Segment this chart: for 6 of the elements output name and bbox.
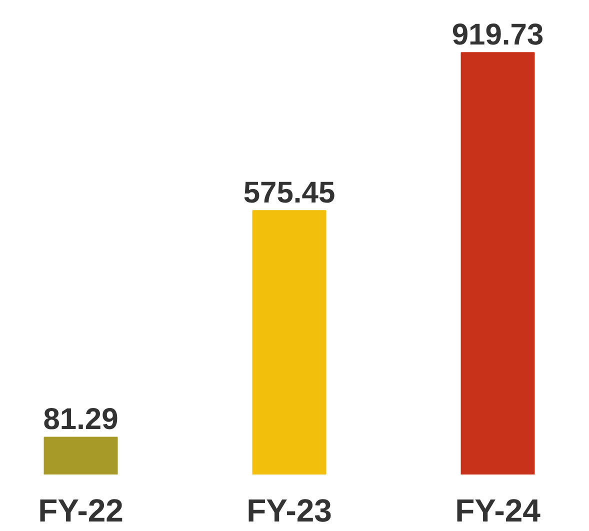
- data-label: 919.73: [452, 18, 544, 52]
- data-label: 575.45: [243, 176, 336, 210]
- x-tick-label: FY-23: [246, 492, 332, 528]
- x-tick-label: FY-24: [455, 492, 541, 528]
- data-label: 81.29: [43, 403, 118, 436]
- x-tick-label: FY-22: [38, 492, 124, 528]
